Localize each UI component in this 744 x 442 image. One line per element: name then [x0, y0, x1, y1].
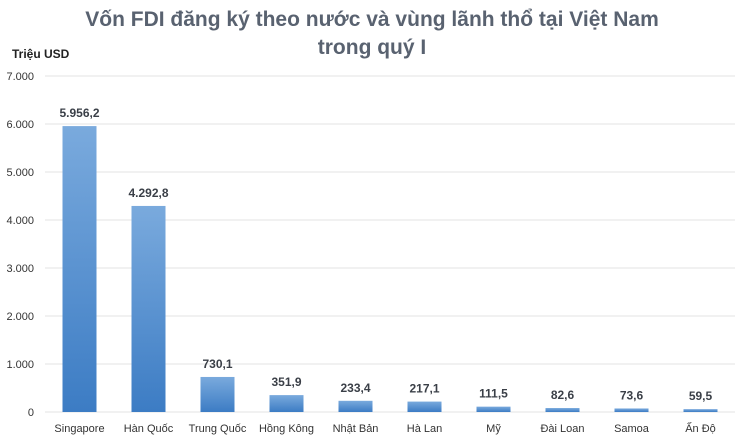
x-tick-label: Hà Lan	[407, 423, 442, 435]
data-label: 217,1	[409, 382, 439, 396]
y-tick-label: 0	[28, 407, 34, 419]
bar	[545, 408, 580, 412]
bar	[338, 400, 373, 412]
y-tick-label: 6.000	[6, 119, 34, 131]
bar	[200, 376, 235, 412]
x-tick-label: Mỹ	[486, 423, 501, 435]
chart-title-line1: Vốn FDI đăng ký theo nước và vùng lãnh t…	[85, 8, 659, 31]
y-axis-label: Triệu USD	[12, 47, 70, 61]
bar	[131, 205, 166, 412]
bar	[62, 126, 97, 412]
data-label: 59,5	[689, 389, 713, 403]
x-tick-label: Trung Quốc	[189, 423, 247, 435]
x-tick-label: Samoa	[614, 423, 650, 435]
y-tick-label: 2.000	[6, 311, 34, 323]
data-label: 73,6	[620, 388, 644, 402]
data-label: 111,5	[479, 387, 508, 401]
data-label: 730,1	[202, 357, 232, 371]
data-label: 5.956,2	[59, 106, 99, 120]
data-label: 351,9	[271, 375, 301, 389]
data-label: 82,6	[551, 388, 575, 402]
x-tick-label: Hồng Kông	[259, 423, 314, 435]
bar	[407, 401, 442, 412]
x-tick-label: Hàn Quốc	[124, 423, 174, 435]
data-label: 4.292,8	[128, 186, 168, 200]
chart-title-line2: trong quý I	[317, 36, 427, 59]
y-tick-label: 4.000	[6, 215, 34, 227]
bar	[269, 395, 304, 412]
bar	[476, 406, 511, 412]
x-tick-label: Singapore	[54, 423, 104, 435]
data-label: 233,4	[340, 381, 370, 395]
x-tick-label: Đài Loan	[540, 423, 584, 435]
y-tick-label: 7.000	[6, 71, 34, 83]
bar	[614, 408, 649, 412]
y-tick-label: 1.000	[6, 359, 34, 371]
chart-title: Vốn FDI đăng ký theo nước và vùng lãnh t…	[0, 6, 744, 62]
bar	[683, 409, 718, 412]
x-tick-label: Nhật Bản	[333, 423, 379, 435]
x-tick-label: Ấn Độ	[685, 422, 716, 435]
y-tick-label: 5.000	[6, 167, 34, 179]
y-tick-label: 3.000	[6, 263, 34, 275]
